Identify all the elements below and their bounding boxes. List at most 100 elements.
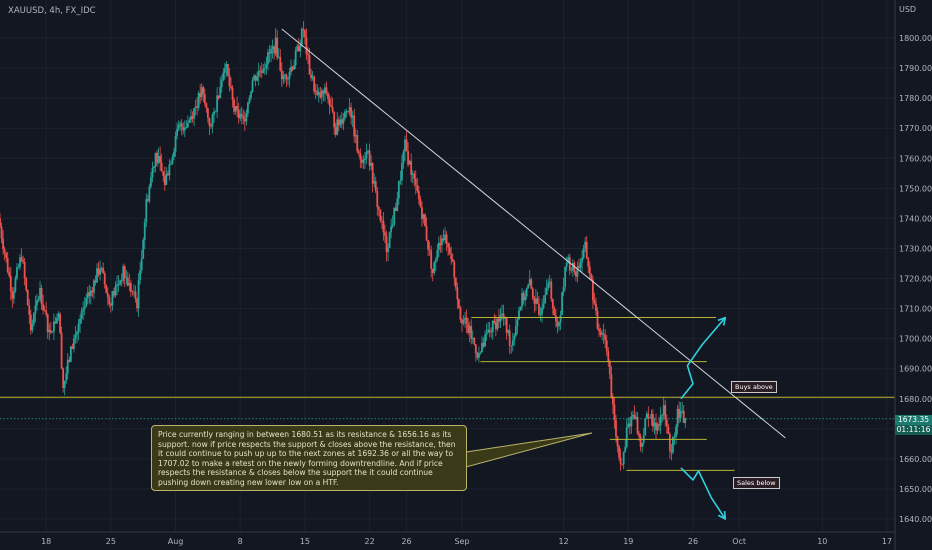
price-tick-label: 1660.00 bbox=[899, 455, 932, 464]
candle-body bbox=[210, 125, 212, 127]
price-tick-label: 1690.00 bbox=[899, 365, 932, 374]
candle-body bbox=[49, 329, 52, 333]
candle-body bbox=[111, 291, 114, 306]
candle-body bbox=[350, 107, 353, 118]
candle-body bbox=[99, 269, 101, 275]
candle-body bbox=[36, 300, 38, 306]
candle-body bbox=[598, 328, 600, 332]
candle-body bbox=[576, 266, 579, 277]
candle-body bbox=[639, 436, 642, 447]
candle-body bbox=[333, 111, 336, 128]
candle-body bbox=[521, 293, 523, 307]
price-tick-label: 1720.00 bbox=[899, 275, 932, 284]
candle-body bbox=[419, 199, 422, 207]
candle-body bbox=[633, 414, 636, 419]
candle-body bbox=[74, 334, 77, 339]
arrow-down-path[interactable] bbox=[680, 467, 726, 520]
candle-body bbox=[573, 262, 576, 272]
arrow-up-path[interactable] bbox=[680, 317, 726, 400]
bar-countdown-badge: 01:11:16 bbox=[895, 425, 932, 435]
candle-body bbox=[664, 405, 667, 420]
candle-body bbox=[434, 259, 437, 263]
downtrend-line[interactable] bbox=[281, 28, 786, 439]
candle-body bbox=[319, 92, 322, 98]
candle-body bbox=[276, 37, 279, 58]
candle-body bbox=[364, 158, 366, 160]
current-price-badge: 1673.35 bbox=[895, 415, 932, 425]
candle-body bbox=[142, 239, 145, 259]
time-tick-label: 12 bbox=[559, 537, 569, 546]
candle-body bbox=[206, 108, 209, 118]
candle-body bbox=[34, 305, 37, 314]
candle-body bbox=[283, 74, 286, 76]
candle-body bbox=[405, 139, 408, 152]
candle-body bbox=[590, 274, 593, 280]
time-tick-label: 19 bbox=[623, 537, 633, 546]
candle-body bbox=[168, 164, 171, 176]
candle-body bbox=[233, 99, 235, 112]
candle-body bbox=[619, 457, 622, 464]
candle-body bbox=[56, 318, 58, 324]
candle-body bbox=[417, 191, 420, 200]
candle-body bbox=[414, 178, 417, 186]
candle-body bbox=[507, 330, 510, 333]
candle-body bbox=[65, 373, 68, 381]
candle-body bbox=[538, 303, 540, 315]
candle-body bbox=[105, 284, 108, 293]
candle-body bbox=[171, 157, 174, 164]
price-tick-label: 1750.00 bbox=[899, 184, 932, 193]
candle-body bbox=[661, 415, 664, 416]
candle-body bbox=[234, 106, 237, 112]
candle-body bbox=[197, 92, 200, 108]
price-tick-label: 1760.00 bbox=[899, 154, 932, 163]
candle-body bbox=[140, 258, 143, 271]
candle-body bbox=[77, 323, 80, 332]
symbol-title[interactable]: XAUUSD, 4h, FX_IDC bbox=[8, 6, 96, 16]
candle-body bbox=[154, 152, 157, 167]
candle-body bbox=[425, 226, 428, 240]
candle-body bbox=[300, 28, 303, 46]
candle-body bbox=[561, 292, 563, 315]
candle-body bbox=[143, 221, 146, 240]
candle-body bbox=[604, 334, 607, 341]
sales-below-label[interactable]: Sales below bbox=[733, 477, 780, 489]
candle-body bbox=[200, 87, 203, 97]
candle-body bbox=[427, 239, 430, 250]
candle-body bbox=[288, 72, 291, 79]
candle-body bbox=[248, 97, 251, 103]
price-tick-label: 1740.00 bbox=[899, 214, 932, 223]
candle-body bbox=[388, 232, 391, 248]
analysis-note[interactable]: Price currently ranging in between 1680.… bbox=[151, 425, 467, 491]
candle-body bbox=[63, 380, 66, 389]
candle-body bbox=[260, 71, 263, 73]
candle-body bbox=[102, 268, 105, 274]
candle-body bbox=[368, 150, 371, 166]
candle-body bbox=[93, 280, 95, 293]
candle-body bbox=[17, 266, 20, 268]
time-tick-label: 8 bbox=[238, 537, 243, 546]
candle-body bbox=[0, 218, 1, 227]
candle-body bbox=[587, 258, 590, 267]
currency-unit: USD bbox=[899, 5, 917, 14]
time-axis[interactable]: 18 25 Aug 8 15 22 26 Sep 12 19 26 Oct 10 17 bbox=[41, 537, 892, 546]
candle-body bbox=[310, 74, 312, 78]
candle-body bbox=[672, 437, 674, 453]
candle-body bbox=[217, 95, 220, 99]
candle-body bbox=[431, 268, 434, 274]
price-axis[interactable]: 1640.001650.001660.001670.001680.001690.… bbox=[899, 34, 932, 524]
time-tick-label: 17 bbox=[882, 537, 892, 546]
candle-body bbox=[377, 207, 380, 210]
candle-body bbox=[376, 190, 379, 208]
candle-body bbox=[541, 307, 543, 315]
candle-body bbox=[19, 257, 21, 267]
candle-body bbox=[484, 334, 486, 347]
candle-body bbox=[494, 322, 497, 330]
candle-body bbox=[113, 291, 115, 296]
buys-above-label[interactable]: Buys above bbox=[731, 381, 777, 393]
candle-body bbox=[593, 300, 596, 304]
candle-body bbox=[213, 111, 215, 115]
candle-body bbox=[613, 404, 616, 421]
candle-body bbox=[471, 337, 474, 339]
candle-body bbox=[510, 345, 513, 347]
candle-body bbox=[487, 329, 490, 333]
